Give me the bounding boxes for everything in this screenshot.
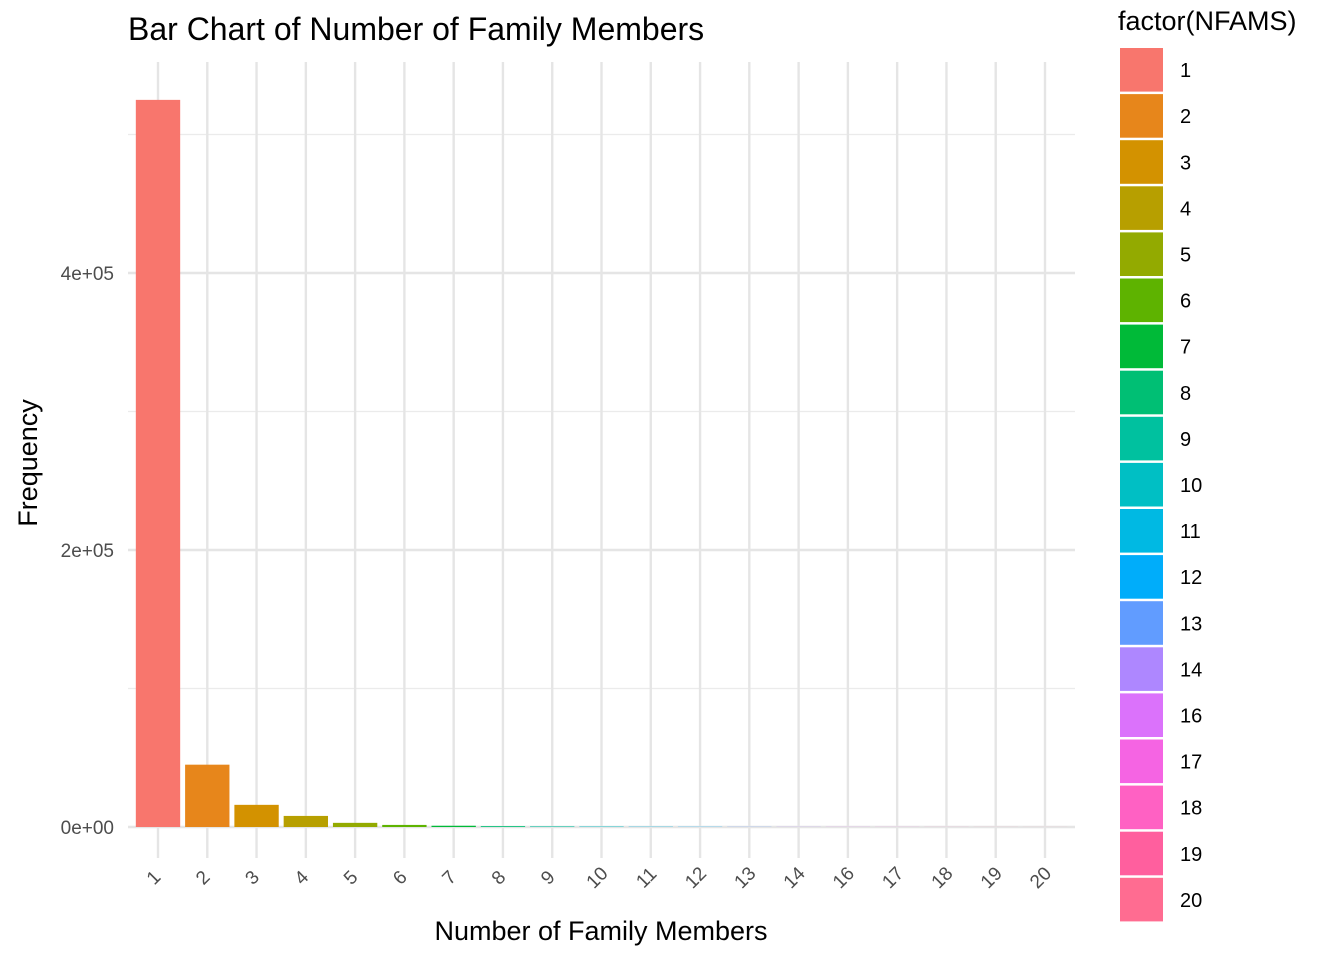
x-axis-ticks: 1 2 3 4 5 6 7 8 9 10 11 12 13 14 16 17 18 19 20 bbox=[143, 863, 1056, 893]
legend: factor(NFAMS) 12345678910111213141617181… bbox=[1118, 6, 1297, 922]
legend-key bbox=[1120, 140, 1163, 184]
bar-6 bbox=[382, 824, 427, 827]
legend-key bbox=[1120, 370, 1163, 415]
x-tick-label: 11 bbox=[632, 864, 661, 893]
legend-label: 5 bbox=[1180, 244, 1191, 266]
x-tick-label: 16 bbox=[829, 863, 859, 893]
legend-label: 10 bbox=[1180, 475, 1202, 497]
y-axis-ticks: 0e+00 2e+05 4e+05 bbox=[61, 264, 114, 839]
x-tick-label: 8 bbox=[488, 867, 510, 889]
legend-label: 8 bbox=[1180, 383, 1191, 405]
x-tick-label: 7 bbox=[439, 867, 461, 889]
x-tick-label: 4 bbox=[291, 867, 314, 890]
legend-key bbox=[1120, 186, 1163, 230]
legend-key bbox=[1120, 693, 1163, 737]
legend-key bbox=[1120, 739, 1163, 784]
y-tick-label: 4e+05 bbox=[61, 264, 114, 285]
legend-label: 20 bbox=[1180, 890, 1202, 912]
legend-key bbox=[1120, 48, 1163, 92]
legend-label: 18 bbox=[1180, 798, 1202, 820]
legend-label: 6 bbox=[1180, 291, 1191, 313]
legend-label: 13 bbox=[1180, 613, 1202, 635]
legend-label: 11 bbox=[1180, 521, 1201, 543]
legend-key bbox=[1120, 555, 1163, 599]
x-tick-label: 14 bbox=[780, 863, 810, 893]
legend-key bbox=[1120, 647, 1163, 691]
legend-label: 17 bbox=[1180, 752, 1202, 774]
legend-key bbox=[1120, 94, 1163, 138]
legend-key bbox=[1120, 601, 1163, 645]
bar-5 bbox=[332, 822, 378, 827]
x-tick-label: 13 bbox=[731, 863, 761, 893]
x-tick-label: 2 bbox=[192, 867, 214, 889]
x-tick-label: 17 bbox=[878, 863, 908, 893]
legend-label: 16 bbox=[1180, 705, 1202, 727]
legend-label: 19 bbox=[1180, 844, 1202, 866]
x-tick-label: 1 bbox=[143, 867, 165, 889]
y-tick-label: 0e+00 bbox=[61, 818, 114, 839]
x-tick-label: 5 bbox=[340, 867, 362, 889]
bar-3 bbox=[234, 804, 279, 827]
bar-1 bbox=[135, 99, 181, 827]
legend-key bbox=[1120, 509, 1163, 553]
legend-key bbox=[1120, 278, 1163, 323]
bar-4 bbox=[283, 815, 329, 827]
bar-8 bbox=[480, 826, 526, 827]
legend-key bbox=[1120, 232, 1163, 276]
y-tick-label: 2e+05 bbox=[61, 541, 114, 562]
legend-label: 2 bbox=[1180, 106, 1191, 128]
bar-7 bbox=[431, 825, 476, 827]
legend-key bbox=[1120, 831, 1163, 876]
legend-title: factor(NFAMS) bbox=[1118, 6, 1297, 36]
bar-9 bbox=[530, 826, 575, 827]
legend-label: 12 bbox=[1180, 567, 1202, 589]
legend-label: 4 bbox=[1180, 198, 1191, 220]
legend-key bbox=[1120, 324, 1163, 369]
legend-label: 3 bbox=[1180, 152, 1191, 174]
x-tick-label: 20 bbox=[1026, 863, 1056, 893]
legend-label: 14 bbox=[1180, 659, 1202, 681]
x-tick-label: 10 bbox=[583, 863, 613, 893]
x-tick-label: 19 bbox=[977, 863, 1007, 893]
legend-key bbox=[1120, 462, 1163, 507]
chart-title: Bar Chart of Number of Family Members bbox=[128, 11, 704, 47]
legend-label: 7 bbox=[1180, 337, 1191, 359]
x-tick-label: 9 bbox=[537, 867, 559, 889]
x-tick-label: 3 bbox=[242, 867, 264, 889]
bar-2 bbox=[185, 764, 230, 827]
x-tick-label: 6 bbox=[389, 867, 411, 889]
legend-label: 1 bbox=[1180, 60, 1191, 82]
x-tick-label: 18 bbox=[928, 863, 958, 893]
bars bbox=[135, 99, 1068, 827]
legend-key bbox=[1120, 416, 1163, 461]
x-tick-label: 12 bbox=[681, 863, 711, 893]
legend-key bbox=[1120, 785, 1163, 830]
y-axis-title: Frequency bbox=[13, 399, 43, 527]
x-axis-title: Number of Family Members bbox=[434, 916, 767, 946]
legend-key bbox=[1120, 877, 1163, 922]
legend-label: 9 bbox=[1180, 429, 1191, 451]
grid bbox=[128, 62, 1075, 858]
